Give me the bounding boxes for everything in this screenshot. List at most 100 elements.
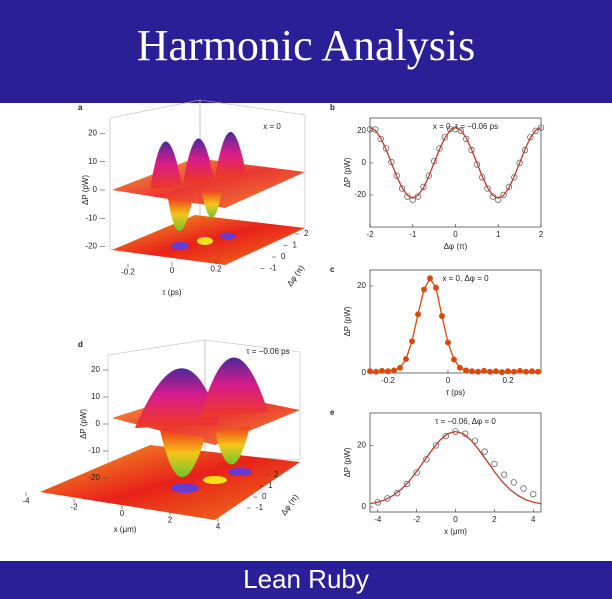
x-tick-label: 2 — [539, 230, 544, 239]
z-axis-label: ΔP (pW) — [81, 175, 90, 205]
data-point — [379, 367, 385, 374]
footer-band — [0, 561, 612, 599]
data-point — [491, 460, 498, 468]
panel-label: c — [330, 265, 335, 274]
x-tick-label: -4 — [22, 496, 30, 505]
depth-tick-label: 1 — [268, 481, 273, 490]
x-tick-label: -0.2 — [121, 268, 135, 277]
data-point — [385, 368, 391, 375]
depth-tick-label: -1 — [256, 503, 264, 512]
depth-tick-label: -1 — [270, 264, 278, 273]
x-axis-label: x (μm) — [444, 527, 467, 536]
data-point — [439, 313, 445, 320]
data-point — [384, 495, 391, 502]
x-tick-label: -0.2 — [381, 376, 395, 385]
data-point — [403, 480, 411, 488]
surface-a-drawing — [109, 99, 306, 265]
x-tick-label: 2 — [492, 515, 497, 524]
data-point — [409, 338, 415, 345]
data-point — [505, 368, 511, 375]
data-point — [367, 368, 373, 375]
z-tick-label: -20 — [88, 473, 100, 482]
z-axis-label: ΔP (pW) — [79, 409, 88, 439]
data-point — [529, 368, 535, 375]
data-point — [413, 469, 420, 476]
x-tick-label: -2 — [413, 515, 421, 524]
depth-tick-label: 0 — [281, 252, 286, 261]
x-tick-label: 2 — [168, 516, 173, 525]
data-point — [452, 428, 459, 435]
data-point — [463, 367, 469, 374]
z-tick-label: -10 — [88, 446, 100, 455]
data-point — [495, 196, 502, 203]
data-point — [469, 368, 475, 375]
depth-tick-label: 0 — [262, 492, 267, 501]
depth-axis-label: Δφ (π) — [285, 263, 306, 288]
x-tick-label: 0 — [453, 515, 458, 524]
data-point — [457, 364, 463, 371]
data-point — [527, 134, 534, 141]
x-tick-label: 0 — [453, 230, 458, 239]
data-point — [442, 432, 449, 440]
y-tick-label: 0 — [362, 502, 367, 511]
z-tick-label: 0 — [96, 419, 101, 428]
data-point — [427, 275, 433, 282]
data-point — [391, 367, 397, 374]
data-point — [535, 368, 541, 375]
data-point — [403, 356, 409, 363]
data-point — [530, 490, 537, 498]
data-point — [516, 159, 523, 167]
data-point — [517, 367, 523, 374]
data-point — [532, 127, 539, 134]
data-point — [382, 145, 390, 152]
data-point — [523, 368, 529, 375]
annotation: τ = −0.06, Δφ = 0 — [435, 417, 496, 426]
data-point — [484, 185, 491, 192]
data-point — [433, 284, 439, 291]
data-point — [463, 135, 470, 142]
data-point — [388, 158, 395, 166]
series-line — [369, 430, 542, 505]
data-point — [475, 368, 481, 375]
data-point — [398, 185, 406, 192]
series-line — [369, 126, 542, 199]
panel-label: a — [78, 103, 83, 112]
data-point — [393, 172, 400, 179]
data-point — [511, 174, 518, 181]
y-tick-label: 0 — [362, 368, 367, 377]
x-tick-label: -1 — [409, 230, 417, 239]
data-point — [520, 485, 527, 492]
panel-label: b — [330, 103, 335, 112]
x-tick-label: 1 — [496, 230, 501, 239]
data-point — [421, 286, 427, 293]
header-band — [0, 0, 612, 103]
data-point — [441, 134, 448, 141]
data-point — [479, 174, 486, 181]
plot-frame — [369, 269, 542, 374]
data-point — [511, 368, 517, 375]
data-point — [394, 490, 401, 497]
data-point — [537, 124, 545, 131]
depth-axis-label: Δφ (π) — [279, 492, 300, 517]
author: Lean Ruby — [243, 564, 369, 594]
x-tick-label: 4 — [216, 522, 221, 531]
data-point — [451, 356, 457, 363]
data-point — [457, 127, 464, 134]
y-tick-label: 0 — [362, 158, 367, 167]
x-tick-label: 0 — [120, 509, 125, 518]
y-tick-label: -20 — [354, 190, 366, 199]
x-tick-label: -2 — [70, 503, 78, 512]
depth-tick-label: 2 — [304, 229, 309, 238]
x-axis-label: τ (ps) — [162, 288, 181, 297]
annotation: x = 0, τ = −0.06 ps — [433, 122, 498, 131]
plot-frame — [369, 412, 542, 513]
book-title: Harmonic Analysis — [137, 21, 476, 70]
depth-tick-label: 2 — [274, 470, 279, 479]
x-tick-label: 0.2 — [502, 376, 514, 385]
x-tick-label: 4 — [531, 515, 536, 524]
x-tick-label: -2 — [366, 230, 374, 239]
data-point — [493, 368, 499, 375]
data-point — [481, 448, 488, 455]
